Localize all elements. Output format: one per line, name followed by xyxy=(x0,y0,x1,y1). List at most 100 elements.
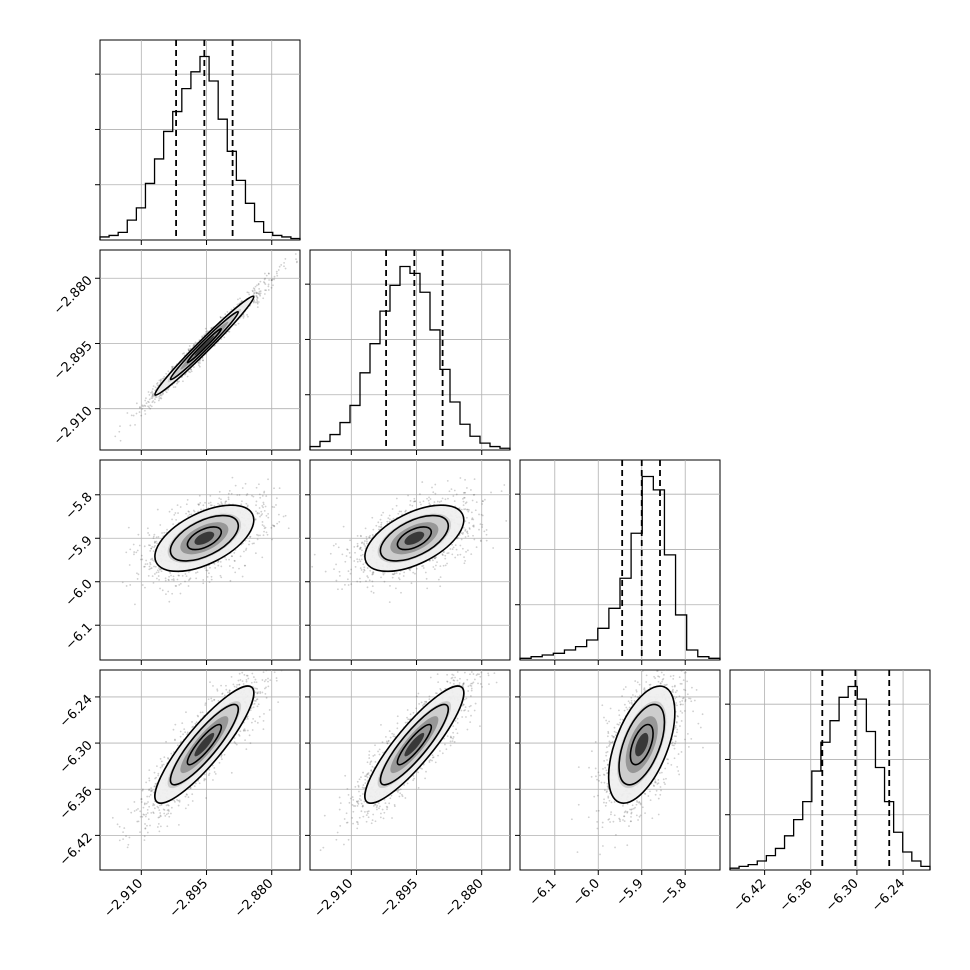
sample-point xyxy=(256,538,259,541)
sample-point xyxy=(146,831,149,834)
sample-point xyxy=(135,412,138,415)
sample-point xyxy=(238,672,241,675)
sample-point xyxy=(233,737,236,739)
sample-point xyxy=(264,526,267,529)
sample-point xyxy=(98,877,100,879)
sample-point xyxy=(653,675,655,678)
sample-point xyxy=(162,808,165,811)
sample-point xyxy=(432,756,435,759)
sample-point xyxy=(256,533,258,536)
sample-point xyxy=(623,703,626,706)
sample-point xyxy=(230,308,233,311)
sample-point xyxy=(261,524,264,526)
sample-point xyxy=(608,799,611,802)
sample-point xyxy=(156,381,159,384)
sample-point xyxy=(388,802,391,805)
sample-point xyxy=(135,402,138,405)
sample-point xyxy=(674,740,677,743)
sample-point xyxy=(219,561,222,563)
sample-point xyxy=(477,682,479,685)
sample-point xyxy=(216,689,219,692)
sample-point xyxy=(246,291,249,294)
sample-point xyxy=(251,672,254,675)
sample-point xyxy=(411,504,414,507)
sample-point xyxy=(177,512,179,514)
sample-point xyxy=(152,400,155,402)
sample-point xyxy=(162,763,165,766)
sample-point xyxy=(145,802,148,805)
sample-point xyxy=(148,777,151,780)
sample-point xyxy=(422,500,425,503)
sample-point xyxy=(434,492,437,495)
sample-point xyxy=(145,813,148,816)
sample-point xyxy=(204,327,207,330)
sample-point xyxy=(485,533,488,536)
y-tick-label: −6.36 xyxy=(57,784,96,823)
sample-point xyxy=(249,535,252,538)
sample-point xyxy=(247,677,250,680)
sample-point xyxy=(467,685,470,688)
sample-point xyxy=(349,556,352,559)
sample-point xyxy=(230,676,233,678)
sample-point xyxy=(363,543,366,546)
sample-point xyxy=(380,525,383,528)
sample-point xyxy=(366,810,369,813)
sample-point xyxy=(178,584,181,586)
sample-point xyxy=(151,575,154,578)
sample-point xyxy=(188,510,190,513)
sample-point xyxy=(267,665,269,667)
sample-point xyxy=(356,800,358,803)
sample-point xyxy=(466,487,468,489)
sample-point xyxy=(428,502,431,505)
sample-point xyxy=(393,572,396,575)
y-tick-label: −6.24 xyxy=(57,692,96,731)
sample-point xyxy=(190,368,192,371)
sample-point xyxy=(368,536,371,539)
sample-point xyxy=(352,822,354,825)
sample-point xyxy=(199,711,202,714)
sample-point xyxy=(379,518,382,521)
sample-point xyxy=(187,796,190,799)
sample-point xyxy=(443,551,445,553)
sample-point xyxy=(367,816,370,819)
sample-point xyxy=(270,286,273,289)
sample-point xyxy=(210,697,213,700)
sample-point xyxy=(129,548,132,551)
sample-point xyxy=(467,549,469,552)
sample-point xyxy=(468,521,471,524)
sample-point xyxy=(217,560,220,563)
sample-point xyxy=(273,671,276,674)
sample-point xyxy=(396,722,399,725)
sample-point xyxy=(435,564,437,567)
sample-point xyxy=(256,295,258,298)
sample-point xyxy=(605,719,608,722)
sample-point xyxy=(149,567,152,570)
sample-point xyxy=(464,560,466,562)
sample-point xyxy=(356,805,359,807)
sample-point xyxy=(246,313,248,316)
sample-point xyxy=(261,494,264,497)
sample-point xyxy=(265,514,268,517)
sample-point xyxy=(453,500,456,503)
sample-point xyxy=(151,401,154,404)
sample-point xyxy=(239,297,241,300)
sample-point xyxy=(163,809,166,811)
sample-point xyxy=(606,759,608,761)
panel-content xyxy=(319,671,498,852)
sample-point xyxy=(611,734,613,737)
sample-point xyxy=(391,732,394,735)
sample-point xyxy=(610,813,612,816)
sample-point xyxy=(360,535,362,538)
sample-point xyxy=(672,678,675,680)
sample-point xyxy=(205,569,208,572)
sample-point xyxy=(464,706,467,709)
sample-point xyxy=(119,439,122,442)
sample-point xyxy=(606,782,609,785)
sample-point xyxy=(449,548,452,550)
sample-point xyxy=(184,573,187,575)
sample-point xyxy=(275,677,278,679)
sample-point xyxy=(198,365,201,368)
sample-point xyxy=(178,380,180,383)
sample-point xyxy=(203,334,206,336)
sample-point xyxy=(171,592,174,595)
